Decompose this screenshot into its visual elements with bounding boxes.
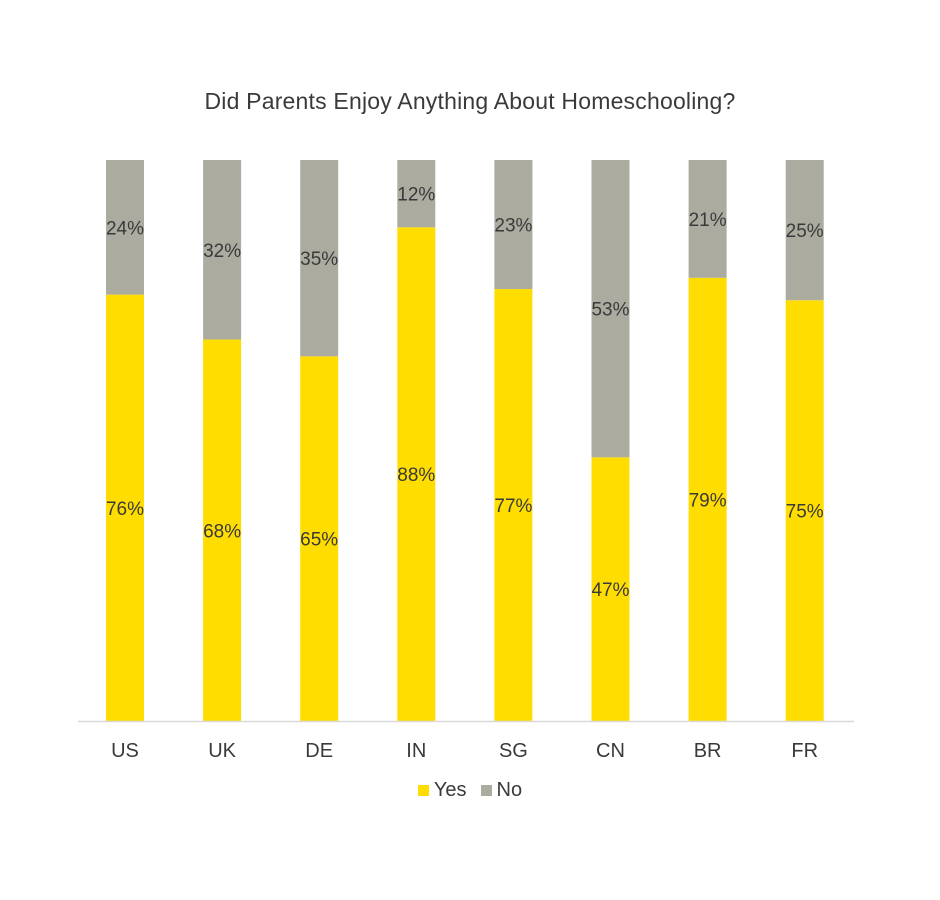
x-tick-label-sg: SG [499, 740, 528, 762]
x-tick-label-fr: FR [791, 740, 818, 762]
x-tick-label-us: US [111, 740, 139, 762]
legend-item-no: No [480, 779, 523, 802]
legend-label-yes: Yes [433, 779, 467, 801]
bar-no-cn [591, 160, 630, 458]
data-label-yes-us: 76% [106, 499, 144, 520]
data-label-yes-de: 65% [300, 530, 338, 551]
bar-yes-br [688, 277, 727, 721]
data-label-no-br: 21% [689, 210, 727, 231]
bar-no-sg [494, 160, 533, 290]
data-label-yes-fr: 75% [786, 502, 824, 523]
bar-no-us [106, 160, 144, 295]
legend-swatch-yes [417, 785, 429, 796]
bar-yes-in [397, 227, 436, 721]
data-label-yes-cn: 47% [591, 580, 629, 601]
x-tick-label-de: DE [305, 740, 333, 762]
bar-yes-cn [591, 457, 630, 721]
chart-title: Did Parents Enjoy Anything About Homesch… [204, 88, 736, 114]
bar-yes-us [106, 294, 144, 721]
x-tick-label-cn: CN [596, 740, 625, 762]
x-tick-label-br: BR [694, 740, 722, 762]
data-label-no-fr: 25% [786, 221, 824, 242]
data-label-yes-br: 79% [689, 490, 727, 511]
data-label-no-de: 35% [300, 249, 338, 270]
data-label-yes-uk: 68% [203, 521, 241, 542]
data-label-no-uk: 32% [203, 241, 241, 262]
bar-yes-sg [494, 289, 533, 721]
bar-no-uk [203, 160, 242, 340]
data-label-yes-in: 88% [397, 465, 435, 486]
chart-legend: Yes No [0, 779, 940, 802]
legend-item-yes: Yes [417, 779, 467, 802]
bar-no-br [688, 160, 727, 278]
x-tick-label-in: IN [406, 740, 426, 762]
bar-no-de [300, 160, 339, 357]
data-label-no-sg: 23% [494, 216, 532, 237]
data-label-no-us: 24% [106, 218, 144, 239]
legend-label-no: No [496, 779, 523, 801]
bar-no-fr [785, 160, 824, 301]
data-label-no-in: 12% [397, 185, 435, 206]
legend-swatch-no [480, 785, 492, 796]
bar-yes-de [300, 356, 339, 721]
data-label-yes-sg: 77% [494, 496, 532, 517]
bar-no-in [397, 160, 436, 228]
bar-yes-uk [203, 339, 242, 721]
bar-yes-fr [785, 300, 824, 721]
data-label-no-cn: 53% [591, 300, 629, 321]
x-tick-label-uk: UK [208, 740, 236, 762]
